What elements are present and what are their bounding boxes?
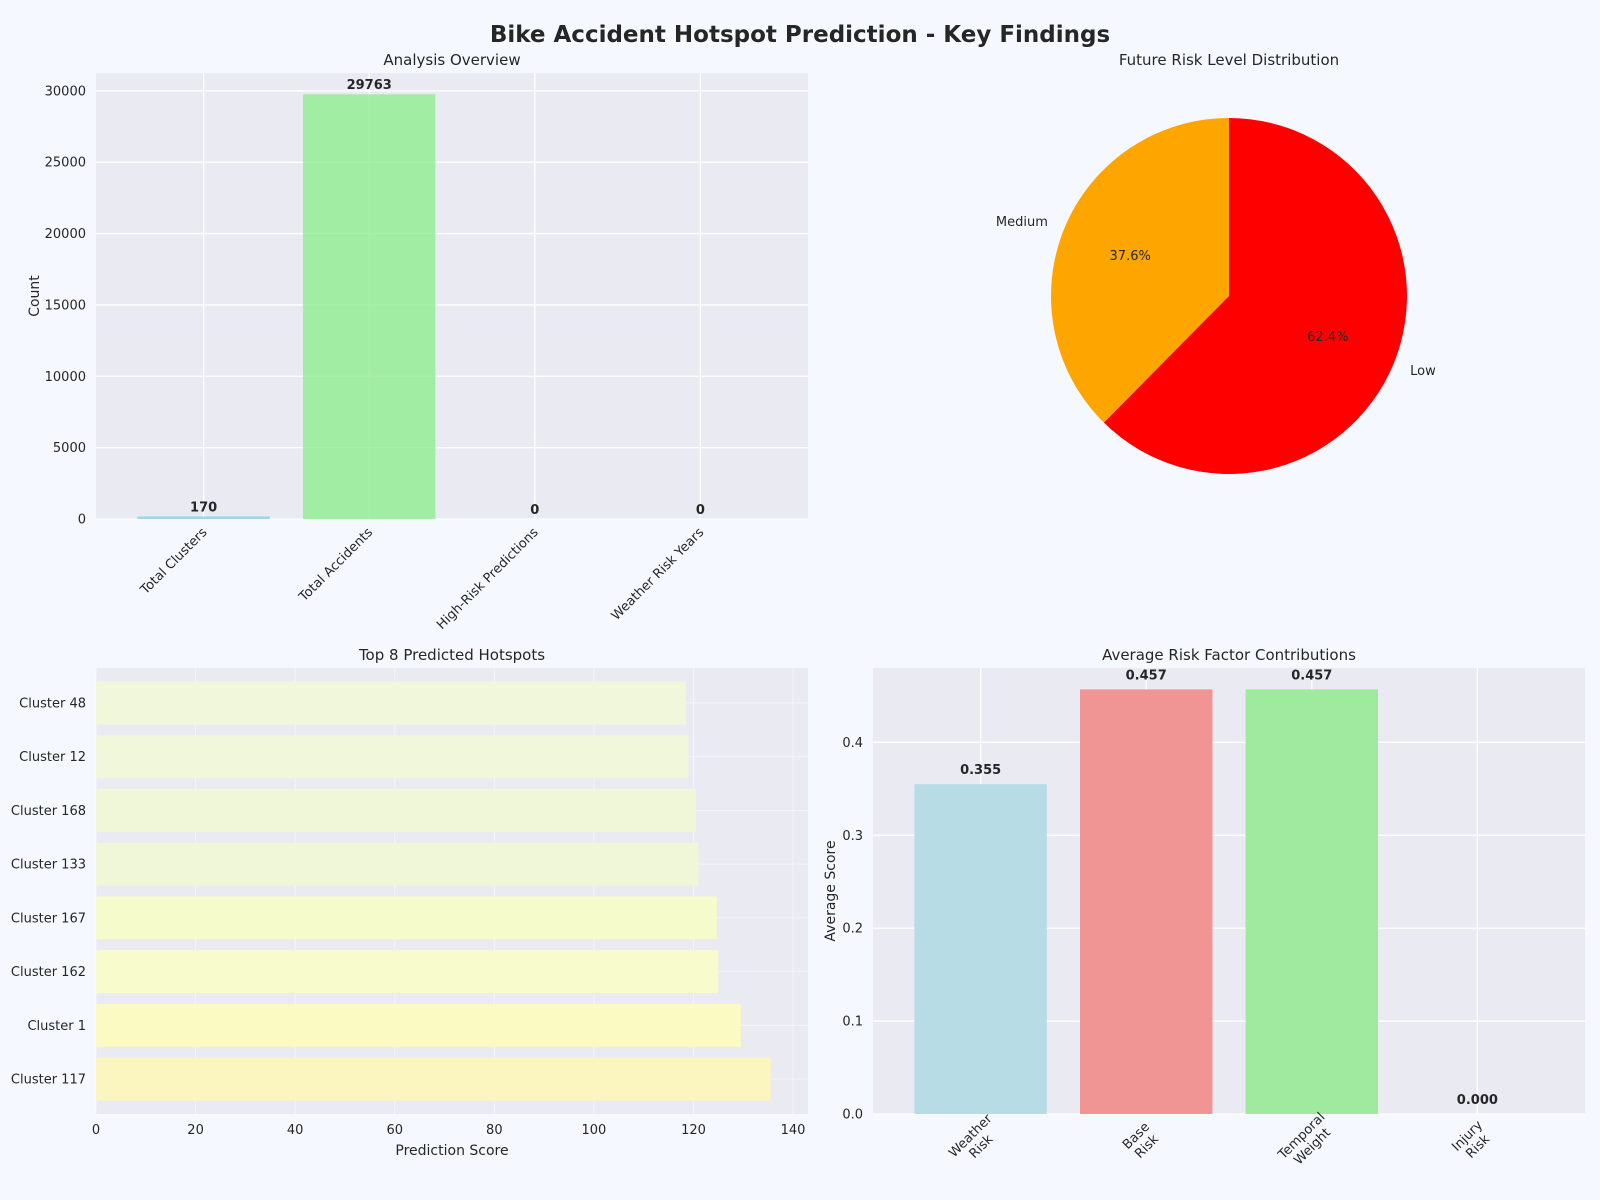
hotspots-xtick-label: 0 (92, 1123, 100, 1138)
overview-ylabel: Count (27, 275, 43, 317)
figure-title: Bike Accident Hotspot Prediction - Key F… (490, 22, 1110, 48)
risk-factors-ytick-label: 0.2 (842, 922, 863, 937)
overview-ytick-label: 20000 (45, 227, 86, 242)
overview-title: Analysis Overview (383, 51, 520, 69)
overview-plot-area (96, 73, 808, 519)
risk-factor-data-label: 0.000 (1457, 1093, 1498, 1108)
hotspots-xtick-label: 120 (681, 1123, 706, 1138)
overview-ytick-label: 10000 (45, 370, 86, 385)
overview-data-label: 0 (696, 503, 705, 518)
risk-factors-chart: Average Risk Factor Contributions 0.355 0… (823, 646, 1585, 1174)
hotspots-ytick-label: Cluster 167 (11, 911, 86, 926)
hotspots-xtick-label: 140 (781, 1123, 806, 1138)
hotspots-chart: Top 8 Predicted Hotspots 0 20 40 60 80 100 120… (11, 646, 808, 1159)
pie-pct-low: 62.4% (1307, 330, 1348, 345)
risk-factor-data-label: 0.355 (960, 763, 1001, 778)
overview-data-label: 170 (190, 501, 217, 516)
risk-factor-bar-weather-risk (914, 784, 1046, 1114)
hotspots-xtick-label: 20 (187, 1123, 204, 1138)
risk-factors-ytick-label: 0.0 (842, 1108, 863, 1123)
hotspot-bar-cluster-162 (96, 950, 718, 993)
hotspots-ytick-label: Cluster 162 (11, 965, 86, 980)
hotspots-ytick-label: Cluster 1 (27, 1019, 86, 1034)
overview-ytick-label: 30000 (45, 84, 86, 99)
risk-factors-ytick-label: 0.1 (842, 1015, 863, 1030)
hotspot-bar-cluster-133 (96, 843, 698, 886)
hotspots-plot-area (96, 668, 808, 1114)
hotspot-bar-cluster-48 (96, 681, 686, 724)
overview-ytick-label: 15000 (45, 298, 86, 313)
pie-label-low: Low (1410, 364, 1436, 379)
risk-factor-data-label: 0.457 (1291, 668, 1332, 683)
hotspot-bar-cluster-167 (96, 896, 717, 939)
overview-data-label: 29763 (347, 78, 392, 93)
risk-factor-bar-temporal-weight (1246, 689, 1378, 1114)
hotspots-xtick-label: 60 (386, 1123, 403, 1138)
hotspots-xtick-label: 40 (287, 1123, 304, 1138)
hotspots-ytick-label: Cluster 48 (19, 696, 86, 711)
overview-bar-total-clusters (137, 517, 269, 520)
overview-ytick-label: 25000 (45, 156, 86, 171)
hotspots-title: Top 8 Predicted Hotspots (358, 646, 545, 664)
pie-pct-medium: 37.6% (1110, 249, 1151, 264)
risk-distribution-title: Future Risk Level Distribution (1119, 51, 1339, 69)
hotspot-bar-cluster-168 (96, 789, 696, 832)
hotspot-bar-cluster-117 (96, 1058, 771, 1101)
overview-ytick-label: 0 (78, 513, 86, 528)
risk-factors-ytick-label: 0.3 (842, 829, 863, 844)
overview-data-label: 0 (530, 503, 539, 518)
hotspots-ytick-label: Cluster 117 (11, 1073, 86, 1088)
hotspots-xlabel: Prediction Score (395, 1143, 508, 1159)
risk-factor-bar-base-risk (1080, 689, 1212, 1114)
risk-factor-data-label: 0.457 (1126, 668, 1167, 683)
hotspots-xtick-label: 80 (486, 1123, 503, 1138)
risk-factors-ytick-label: 0.4 (842, 736, 863, 751)
pie-label-medium: Medium (996, 215, 1048, 230)
overview-bar-total-accidents (303, 94, 435, 519)
hotspots-ytick-label: Cluster 12 (19, 750, 86, 765)
hotspots-xtick-label: 100 (581, 1123, 606, 1138)
hotspots-ytick-label: Cluster 168 (11, 804, 86, 819)
hotspot-bar-cluster-1 (96, 1004, 741, 1047)
risk-factors-title: Average Risk Factor Contributions (1102, 646, 1356, 664)
overview-ytick-label: 5000 (53, 441, 86, 456)
risk-factors-ylabel: Average Score (823, 840, 839, 941)
hotspot-bar-cluster-12 (96, 735, 689, 778)
hotspots-ytick-label: Cluster 133 (11, 858, 86, 873)
